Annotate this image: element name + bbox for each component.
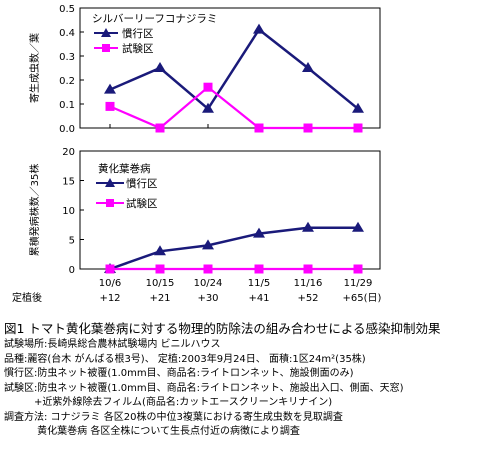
point-conventional [352,102,364,113]
ytick-label: 5 [69,236,75,247]
caption-line: 慣行区:防虫ネット被覆(1.0mm目、商品名:ライトロンネット、施設側面のみ) [4,368,354,379]
point-conventional [104,83,116,94]
ytick-label: 20 [62,147,75,158]
caption-line: 黄化葉巻病 各区全株について生長点付近の病徴により調査 [4,426,300,437]
legend-top-conventional: 慣行区 [122,27,154,40]
point-test [254,264,264,274]
xtick-days-label: +21 [149,293,170,304]
xtick-date-label: 11/16 [294,278,323,289]
legend-bottom-test: 試験区 [126,197,158,210]
point-test [353,264,363,274]
chart-top-whitefly: 0.0 0.1 0.2 0.3 0.4 0.5 寄生成虫数／葉 シルバーリーフコナジラミ … [28,4,381,135]
point-conventional [202,239,214,250]
point-test [155,123,165,133]
plot-area-bottom [79,150,381,270]
point-test [105,264,115,274]
point-test [303,123,313,133]
point-test [303,264,313,274]
xtick-days-label: +41 [248,293,269,304]
series-line-test [109,85,358,130]
ytick-label: 0 [69,265,75,276]
point-conventional [253,23,265,34]
xtick-date-label: 11/29 [344,278,373,289]
series-line-conventional [109,27,359,111]
point-conventional [352,221,364,232]
days-after-planting-label: 定植後 [12,291,42,304]
point-conventional [253,227,265,238]
point-conventional [202,102,214,113]
ytick-label: 15 [62,177,75,188]
point-conventional [302,221,314,232]
xtick-date-label: 10/24 [194,278,223,289]
caption-lines: 試験場所:長崎県総合農林試験場内 ビニルハウス品種:麗容(台木 がんばる根3号)… [4,338,478,440]
point-conventional [154,245,166,256]
legend-bottom: 黄化葉巻病 慣行区 試験区 [96,162,158,210]
ytick-label: 0.2 [59,76,75,87]
chart-bottom-title: 黄化葉巻病 [98,162,151,175]
xtick-date-label: 10/15 [146,278,175,289]
x-axis-labels: 定植後 10/6 10/15 10/24 11/5 11/16 11/29 +12 +21 +3… [12,278,382,304]
chart-top-title: シルバーリーフコナジラミ [92,13,217,25]
legend-top: シルバーリーフコナジラミ 慣行区 試験区 [92,13,217,55]
point-test [254,123,264,133]
caption-line: +近紫外線除去フィルム(商品名:カットエースクリーンキリナイン) [4,397,333,408]
legend-bottom-conventional: 慣行区 [126,177,158,190]
caption-line: 品種:麗容(台木 がんばる根3号)、 定植:2003年9月24日、 面積:1区2… [4,353,366,365]
chart-top-ylabel: 寄生成虫数／葉 [28,33,41,103]
xtick-days-label: +30 [197,293,218,304]
point-test [353,123,363,133]
xtick-days-label: +12 [99,293,120,304]
point-test [105,101,115,111]
xtick-date-label: 11/5 [248,278,270,289]
ytick-label: 0.0 [59,124,75,135]
chart-bottom-ylabel: 累積発病株数／35株 [28,164,41,257]
point-conventional [154,62,166,72]
ytick-label: 0.4 [59,28,75,39]
ytick-label: 0.5 [59,4,75,15]
figure-caption-title: 図1 トマト黄化葉巻病に対する物理的防除法の組み合わせによる感染抑制効果 [4,321,441,336]
point-test [203,82,213,92]
series-line-conventional [109,226,358,271]
legend-top-test: 試験区 [122,42,154,55]
caption-line: 試験区:防虫ネット被覆(1.0mm目、商品名:ライトロンネット、施設出入口、側面… [4,382,404,394]
point-conventional [302,62,314,72]
ytick-label: 10 [62,206,75,217]
xtick-days-label: +65(日) [343,293,382,304]
chart-bottom-tylcv: 0 5 10 15 20 累積発病株数／35株 黄化葉巻病 慣行区 試験区 [28,147,381,276]
ytick-label: 0.1 [59,100,75,111]
ytick-label: 0.3 [59,52,75,63]
xtick-date-label: 10/6 [99,278,121,289]
plot-area-top [79,7,381,129]
point-test [155,264,165,274]
caption-line: 調査方法: コナジラミ 各区20株の中位3複葉における寄生成虫数を見取調査 [4,411,343,423]
xtick-days-label: +52 [297,293,318,304]
caption-line: 試験場所:長崎県総合農林試験場内 ビニルハウス [4,339,221,350]
point-test [203,264,213,274]
caption-block: 図1 トマト黄化葉巻病に対する物理的防除法の組み合わせによる感染抑制効果 試験場… [4,320,478,440]
